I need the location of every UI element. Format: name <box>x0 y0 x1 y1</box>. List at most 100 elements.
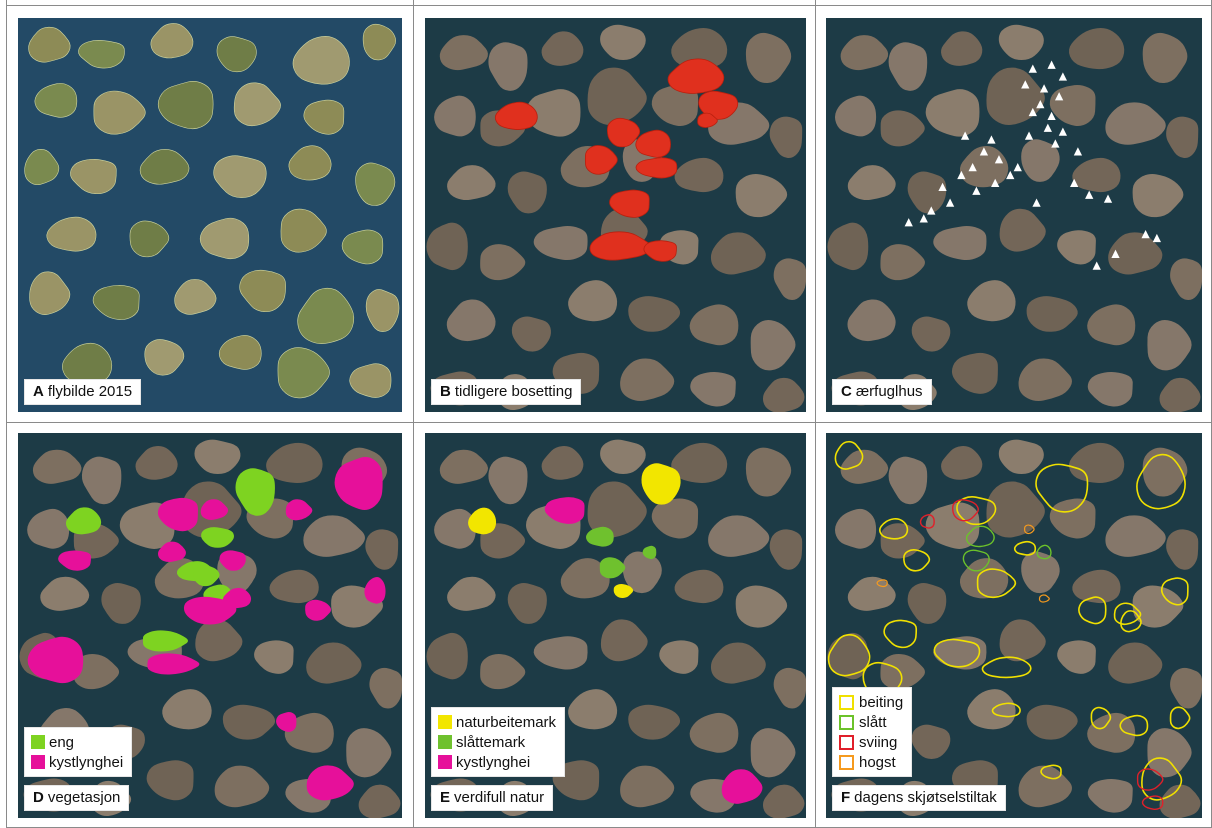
island <box>998 24 1044 61</box>
settlement-area <box>644 241 677 262</box>
island <box>78 40 124 68</box>
heathland-area <box>157 541 186 563</box>
island <box>480 653 526 690</box>
meadow-area <box>65 507 102 535</box>
island <box>365 529 399 570</box>
island <box>162 689 212 730</box>
island <box>533 636 588 670</box>
island <box>1021 139 1060 182</box>
island <box>27 508 70 549</box>
island <box>434 508 476 549</box>
legend-item: slåttemark <box>438 732 556 752</box>
island <box>426 222 468 271</box>
logging-outline <box>1039 595 1049 602</box>
eider-house-marker <box>1152 233 1162 243</box>
burning-outline <box>953 500 979 521</box>
legend-label: kystlynghei <box>456 753 531 771</box>
hay-meadow-area <box>642 545 657 560</box>
panel-letter: A <box>33 383 44 400</box>
island <box>1068 28 1125 70</box>
aerial-photo-map <box>18 18 402 412</box>
island <box>587 67 647 125</box>
grazing-outline <box>1162 578 1188 605</box>
logging-outline <box>1025 525 1034 533</box>
meadow-area <box>235 468 275 516</box>
divider <box>6 0 7 828</box>
island <box>710 642 766 684</box>
legend-item: hogst <box>839 752 903 772</box>
island <box>1147 319 1192 371</box>
island <box>827 222 869 271</box>
panel-label: ærfuglhus <box>855 383 923 400</box>
island <box>827 632 869 680</box>
island <box>507 582 547 624</box>
island <box>1105 102 1166 145</box>
island <box>511 316 551 352</box>
grazing-outline <box>884 620 916 647</box>
island <box>303 515 365 557</box>
heathland-area <box>306 765 354 801</box>
island <box>690 372 736 407</box>
grazing-outline <box>1142 758 1182 800</box>
island <box>745 32 792 84</box>
eider-house-marker <box>968 162 977 172</box>
eider-house-marker <box>1058 72 1068 81</box>
settlement-area <box>636 130 671 157</box>
panel-label: tidligere bosetting <box>454 383 573 400</box>
grazing-outline <box>1120 716 1147 736</box>
island <box>146 760 194 801</box>
island <box>369 667 402 709</box>
island <box>30 272 70 315</box>
island <box>600 619 648 662</box>
island <box>745 447 792 497</box>
island <box>1026 704 1078 740</box>
legend-label: hogst <box>859 753 896 771</box>
island <box>214 156 267 198</box>
island <box>93 285 139 319</box>
eider-house-marker <box>1006 170 1015 180</box>
heathland-area <box>27 636 84 684</box>
eider-house-marker <box>1051 139 1060 148</box>
management-areas <box>829 442 1190 810</box>
island <box>32 449 82 484</box>
island <box>933 226 987 261</box>
island <box>847 576 896 611</box>
island <box>446 299 496 342</box>
eider-house-marker <box>1028 107 1037 117</box>
former-settlement-areas <box>495 59 737 261</box>
management-map <box>826 433 1202 818</box>
map-legend: beiting slått sviing hogst <box>832 687 913 777</box>
island <box>1026 296 1078 332</box>
island <box>1159 377 1201 412</box>
island <box>40 576 90 611</box>
eider-house-marker <box>1070 178 1079 188</box>
island <box>568 280 618 322</box>
island <box>911 724 951 759</box>
settlement-area <box>495 102 537 129</box>
legend-label: eng <box>49 733 75 751</box>
eider-house-marker <box>972 186 981 195</box>
settlement-area <box>699 91 738 119</box>
island <box>620 358 675 402</box>
island <box>1087 304 1136 346</box>
panel-letter: C <box>841 383 852 400</box>
island <box>735 174 788 218</box>
grazing-outline <box>982 657 1030 677</box>
hay-meadow-area <box>586 526 614 547</box>
island <box>1021 551 1060 594</box>
natural-pasture-area <box>468 507 497 535</box>
island <box>587 481 647 538</box>
eider-house-map <box>826 18 1202 412</box>
legend-swatch <box>31 755 45 769</box>
island <box>439 35 488 71</box>
island <box>73 653 120 690</box>
eider-house-marker <box>1013 162 1022 172</box>
island <box>986 67 1045 125</box>
eider-house-marker <box>991 178 1000 188</box>
legend-label: beiting <box>859 693 904 711</box>
legend-label: sviing <box>859 733 898 751</box>
panel-letter: F <box>841 789 851 806</box>
